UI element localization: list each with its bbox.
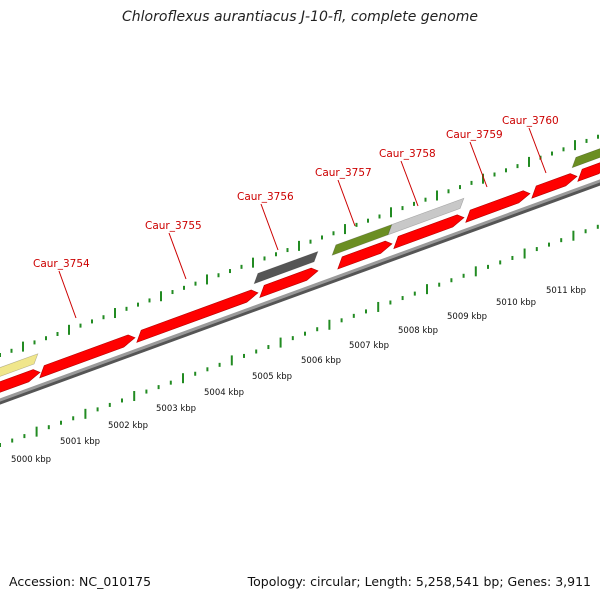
gene-label-leader (337, 179, 356, 227)
gene-box (387, 197, 465, 236)
gene-label: Caur_3758 (379, 148, 436, 160)
gene-box (571, 148, 600, 169)
gene-label: Caur_3760 (502, 115, 559, 127)
accession-label: Accession: NC_010175 (9, 574, 152, 589)
cds-arrow (0, 369, 41, 393)
cds-arrow (577, 162, 600, 182)
cds-arrow (39, 334, 136, 379)
cds-arrow (136, 289, 259, 343)
genome-summary-label: Topology: circular; Length: 5,258,541 bp… (247, 574, 591, 589)
cds-arrow (465, 190, 531, 223)
gene-label-leader (168, 232, 187, 280)
scale-label: 5000 kbp (11, 455, 51, 465)
scale-label: 5007 kbp (349, 341, 389, 351)
gene-label: Caur_3757 (315, 167, 372, 179)
scale-label: 5008 kbp (398, 326, 438, 336)
gene-label: Caur_3759 (446, 129, 503, 141)
gene-box (253, 250, 319, 285)
cds-arrow (259, 267, 319, 299)
cds-arrow (531, 173, 578, 199)
gene-label-leader (58, 270, 77, 319)
scale-label: 5010 kbp (496, 298, 536, 308)
scale-label: 5009 kbp (447, 312, 487, 322)
scale-label: 5011 kbp (546, 286, 586, 296)
gene-label-leader (528, 127, 547, 174)
scale-label: 5002 kbp (108, 421, 148, 431)
scale-label: 5003 kbp (156, 404, 196, 414)
scale-label: 5006 kbp (301, 356, 341, 366)
cds-arrow (337, 240, 393, 270)
gene-label-leader (260, 203, 279, 251)
gene-label: Caur_3754 (33, 258, 90, 270)
gene-label: Caur_3755 (145, 220, 202, 232)
gene-label-leader (400, 160, 419, 207)
gene-label-leader (469, 141, 488, 188)
backbone-highlight (0, 179, 600, 402)
scale-label: 5005 kbp (252, 372, 292, 382)
gene-label: Caur_3756 (237, 191, 294, 203)
backbone-line (0, 180, 600, 405)
cds-arrow (393, 214, 465, 250)
genome-title: Chloroflexus aurantiacus J-10-fl, comple… (122, 9, 478, 25)
gene-box (0, 353, 39, 377)
scale-label: 5004 kbp (204, 388, 244, 398)
scale-label: 5001 kbp (60, 437, 100, 447)
